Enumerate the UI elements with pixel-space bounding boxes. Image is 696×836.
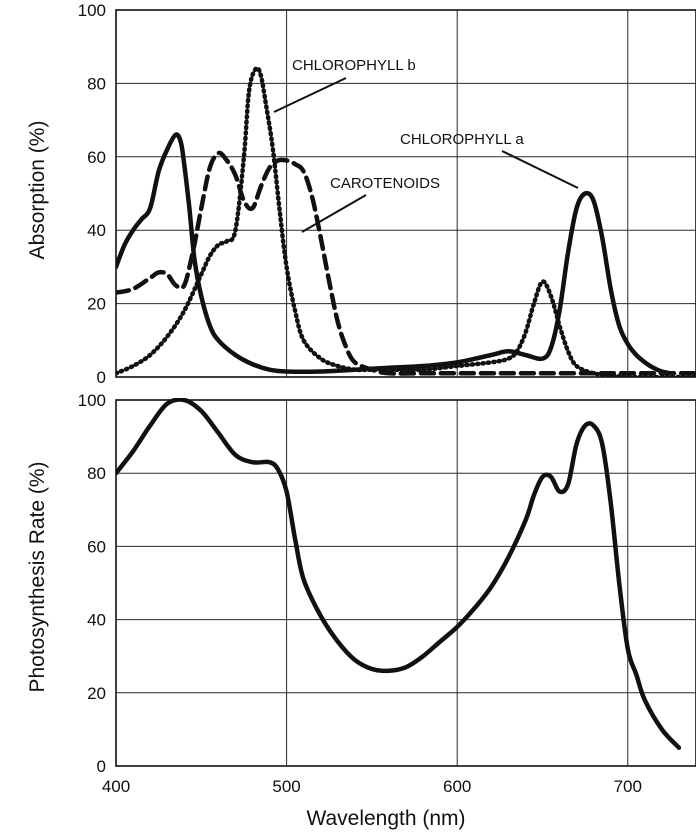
- absorption-plot-frame: [115, 9, 696, 378]
- absorption-y-axis-title: Absorption (%): [26, 121, 49, 260]
- photosynthesis-y-axis-title: Photosynthesis Rate (%): [26, 461, 49, 692]
- absorption-y-tick-labels: 0 20 40 60 80 100: [78, 1, 106, 387]
- absorption-curves: [116, 65, 696, 377]
- wavelength-x-tick-labels: 400 500 600 700: [102, 777, 642, 796]
- chlorophyll-a-curve: [116, 132, 673, 376]
- photosynthesis-y-tick-labels: 0 20 40 60 80 100: [78, 391, 106, 776]
- chlorophyll-b-label: CHLOROPHYLL b: [292, 57, 416, 74]
- photosynthesis-y-tick-40: 40: [87, 611, 106, 630]
- absorption-y-tick-100: 100: [78, 1, 106, 20]
- photosynthesis-chart: 0 20 40 60 80 100 400 500 600 700 Photosynthesis…: [26, 391, 696, 830]
- carotenoids-label: CAROTENOIDS: [330, 175, 440, 192]
- chlorophyll-b-leader: [273, 77, 347, 113]
- photosynthesis-rate-curve: [116, 398, 682, 750]
- photosynthesis-gridlines: [115, 399, 696, 767]
- x-tick-700: 700: [614, 777, 642, 796]
- x-axis-title: Wavelength (nm): [306, 807, 465, 830]
- absorption-y-tick-20: 20: [87, 295, 106, 314]
- x-tick-500: 500: [272, 777, 300, 796]
- photosynthesis-y-tick-0: 0: [97, 757, 106, 776]
- chlorophyll-a-leader: [501, 150, 579, 189]
- absorption-y-tick-0: 0: [97, 368, 106, 387]
- absorption-y-tick-80: 80: [87, 74, 106, 93]
- x-tick-600: 600: [443, 777, 471, 796]
- photosynthesis-y-tick-100: 100: [78, 391, 106, 410]
- photosynthesis-y-tick-60: 60: [87, 537, 106, 556]
- photosynthesis-y-tick-20: 20: [87, 684, 106, 703]
- carotenoids-curve: [116, 150, 696, 376]
- absorption-chart: 0 20 40 60 80 100 Absorption (%) CHLOROPHYLL …: [26, 1, 696, 387]
- absorption-y-tick-60: 60: [87, 148, 106, 167]
- chlorophyll-b-curve: [116, 65, 696, 377]
- photosynthesis-y-tick-80: 80: [87, 464, 106, 483]
- carotenoids-leader: [301, 194, 367, 233]
- x-tick-400: 400: [102, 777, 130, 796]
- photosynthesis-curve: [116, 398, 682, 750]
- absorption-y-tick-40: 40: [87, 221, 106, 240]
- photosynthesis-plot-frame: [115, 399, 696, 767]
- chlorophyll-a-label: CHLOROPHYLL a: [400, 131, 524, 148]
